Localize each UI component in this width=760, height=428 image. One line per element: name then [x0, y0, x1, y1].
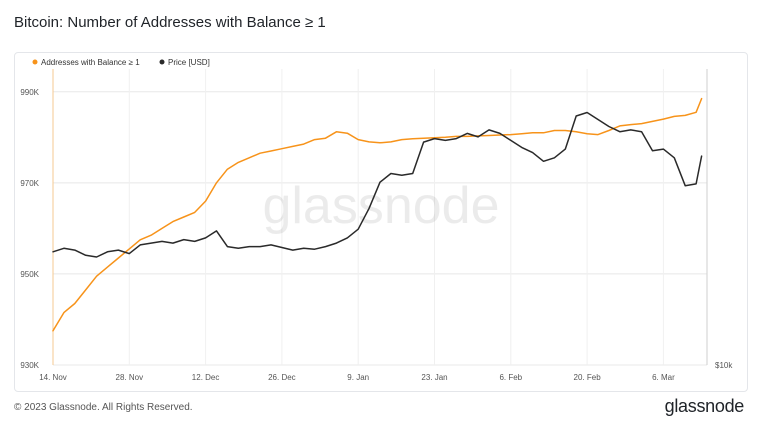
line-chart: glassnode Addresses with Balance ≥ 1 Pric… — [20, 58, 733, 382]
series-lines — [52, 97, 703, 332]
x-tick-label: 9. Jan — [347, 373, 369, 382]
x-tick-label: 12. Dec — [192, 373, 220, 382]
y-tick-label: 970K — [20, 179, 39, 188]
x-tick-label: 28. Nov — [116, 373, 144, 382]
chart-card: glassnode Addresses with Balance ≥ 1 Pric… — [14, 52, 748, 392]
x-tick-label: 14. Nov — [39, 373, 67, 382]
series-addresses-line — [52, 97, 703, 332]
x-tick-label: 26. Dec — [268, 373, 296, 382]
axes: 930K 950K 970K 990K $10k 14. Nov 28. Nov 12. De… — [20, 69, 733, 382]
series-price-line — [52, 111, 703, 258]
copyright-text: © 2023 Glassnode. All Rights Reserved. — [14, 402, 193, 413]
x-tick-label: 6. Feb — [499, 373, 522, 382]
y-tick-label: 930K — [20, 361, 39, 370]
chart-legend: Addresses with Balance ≥ 1 Price [USD] — [32, 58, 210, 67]
x-tick-label: 6. Mar — [652, 373, 675, 382]
x-tick-label: 20. Feb — [574, 373, 602, 382]
legend-label: Addresses with Balance ≥ 1 — [41, 58, 140, 67]
legend-marker — [32, 59, 38, 65]
watermark: glassnode — [262, 177, 499, 235]
legend-marker — [159, 59, 165, 65]
legend-label: Price [USD] — [168, 58, 210, 67]
brand-logo: glassnode — [664, 396, 745, 416]
y-tick-label: 990K — [20, 88, 39, 97]
x-tick-label: 23. Jan — [421, 373, 447, 382]
y-right-tick-label: $10k — [715, 361, 733, 370]
y-tick-label: 950K — [20, 270, 39, 279]
page-title: Bitcoin: Number of Addresses with Balanc… — [14, 14, 326, 31]
